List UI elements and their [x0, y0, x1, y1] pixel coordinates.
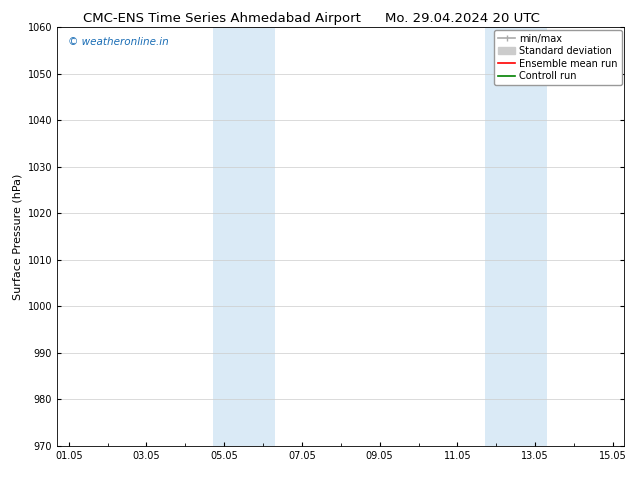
Bar: [212, 27, 275, 446]
Y-axis label: Surface Pressure (hPa): Surface Pressure (hPa): [12, 173, 22, 299]
Legend: min/max, Standard deviation, Ensemble mean run, Controll run: min/max, Standard deviation, Ensemble me…: [494, 30, 621, 85]
Text: Mo. 29.04.2024 20 UTC: Mo. 29.04.2024 20 UTC: [385, 12, 540, 25]
Bar: [484, 27, 547, 446]
Text: © weatheronline.in: © weatheronline.in: [68, 37, 169, 48]
Text: CMC-ENS Time Series Ahmedabad Airport: CMC-ENS Time Series Ahmedabad Airport: [83, 12, 361, 25]
